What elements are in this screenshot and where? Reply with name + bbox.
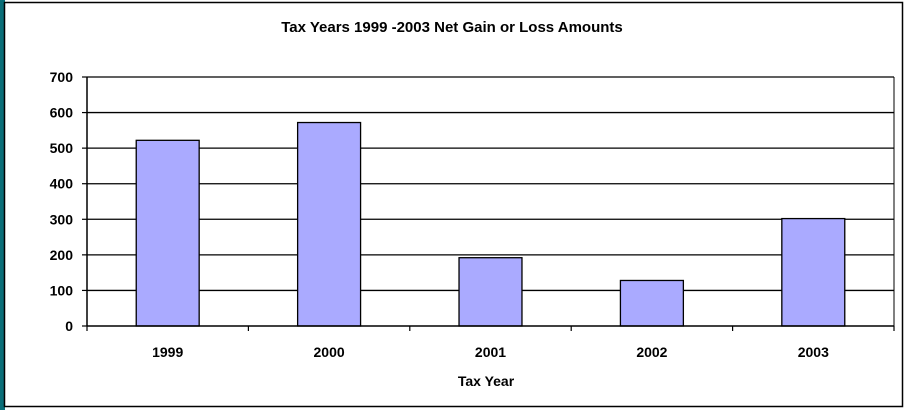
- y-tick-label: 0: [65, 318, 73, 334]
- bar-2000: [296, 121, 362, 327]
- axes: [86, 77, 895, 327]
- y-tick-label: 400: [50, 176, 74, 192]
- y-tick-label: 300: [50, 211, 74, 227]
- bar-2003: [781, 217, 846, 327]
- y-axis-ticks: 0 100 200 300 400 500 600 700: [50, 69, 87, 334]
- bar-1999: [135, 139, 200, 327]
- left-accent-bar: [0, 0, 5, 410]
- y-tick-label: 600: [50, 105, 74, 121]
- y-tick-label: 200: [50, 247, 74, 263]
- x-tick-label: 2002: [636, 344, 667, 360]
- x-tick-label: 2000: [314, 344, 345, 360]
- x-axis-label: Tax Year: [458, 373, 515, 389]
- bar-2002: [619, 279, 685, 327]
- y-tick-label: 500: [50, 140, 74, 156]
- x-axis-ticks: 1999 2000 2001 2002 2003: [86, 326, 895, 360]
- bar-2001: [458, 257, 523, 327]
- chart-title: Tax Years 1999 -2003 Net Gain or Loss Am…: [281, 19, 623, 36]
- y-tick-label: 700: [50, 69, 74, 85]
- x-tick-label: 2001: [475, 344, 506, 360]
- y-tick-label: 100: [50, 282, 74, 298]
- bars: [135, 121, 846, 327]
- x-tick-label: 2003: [798, 344, 829, 360]
- x-tick-label: 1999: [152, 344, 183, 360]
